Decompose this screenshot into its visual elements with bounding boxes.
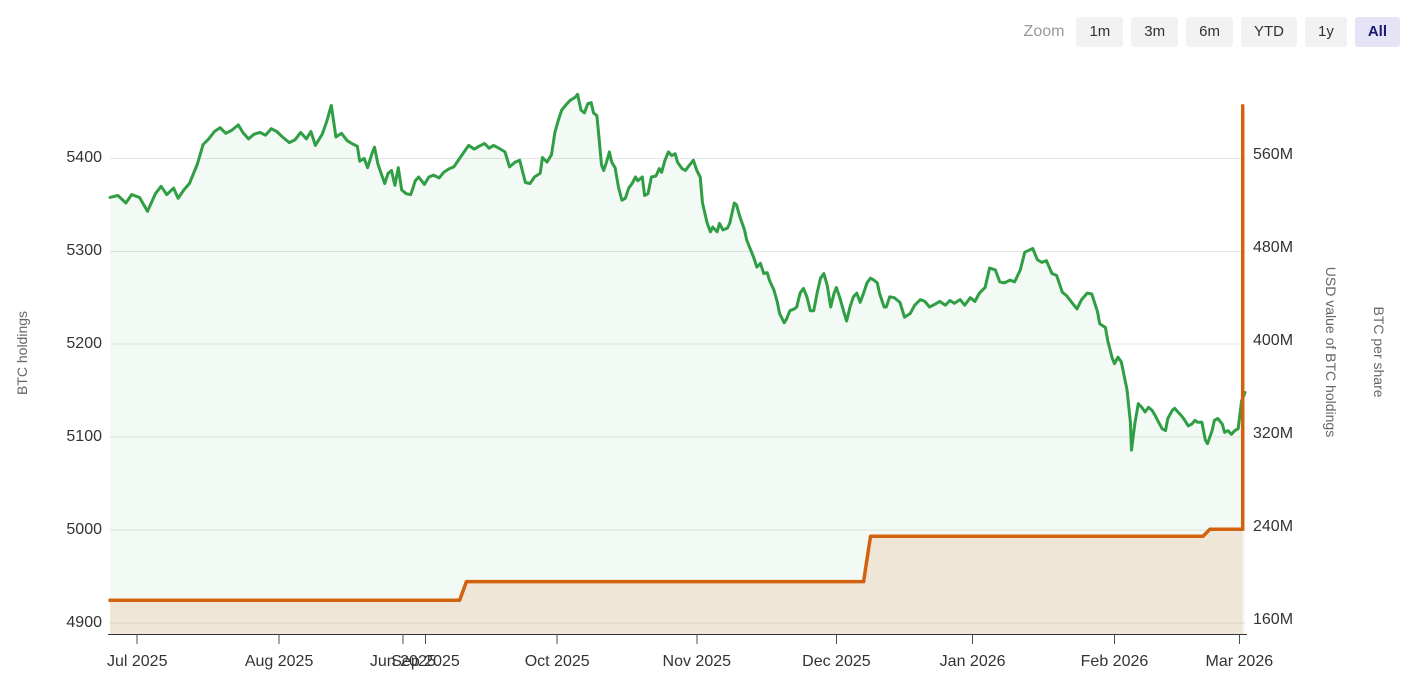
x-axis-label: Jun 2025	[369, 653, 436, 670]
x-axis-label: Oct 2025	[524, 653, 590, 670]
zoom-button-all[interactable]: All	[1354, 17, 1400, 47]
y-axis-title-usd-value: USD value of BTC holdings	[1323, 266, 1339, 438]
zoom-button-1y[interactable]: 1y	[1304, 17, 1347, 47]
zoom-button-ytd[interactable]: YTD	[1240, 17, 1297, 47]
y-axis-label-right: 240M	[1253, 517, 1294, 535]
y-axis-label-left: 5400	[66, 149, 102, 167]
zoom-button-1m[interactable]: 1m	[1076, 17, 1124, 47]
y-axis-label-right: 480M	[1253, 238, 1294, 256]
zoom-controls: Zoom 1m 3m 6m YTD 1y All	[1024, 17, 1400, 47]
x-axis-label: Dec 2025	[802, 653, 871, 670]
x-axis-label: Mar 2026	[1205, 653, 1274, 670]
y-axis-label-right: 160M	[1253, 611, 1294, 629]
x-axis-label: Jan 2026	[939, 653, 1006, 670]
series-line-btc-holdings	[108, 92, 1247, 452]
x-axis-label: Aug 2025	[244, 653, 314, 670]
y-axis-label-left: 4900	[66, 613, 102, 631]
zoom-buttons-group: 1m 3m 6m YTD 1y All	[1076, 17, 1400, 47]
x-axis-label: Feb 2026	[1080, 653, 1149, 670]
y-axis-label-right: 560M	[1253, 145, 1294, 163]
series-area-usd-value	[110, 105, 1243, 634]
series-line-usd-value	[108, 103, 1245, 603]
zoom-button-3m[interactable]: 3m	[1131, 17, 1179, 47]
x-axis-label: Nov 2025	[662, 653, 732, 670]
y-axis-label-left: 5000	[66, 520, 102, 538]
y-axis-label-left: 5300	[66, 242, 102, 260]
x-axis-label: Jul 2025	[106, 653, 168, 670]
y-axis-label-left: 5100	[66, 428, 102, 446]
y-axis-title-btc-holdings: BTC holdings	[14, 310, 30, 396]
series-area-btc-holdings	[110, 94, 1245, 635]
zoom-button-6m[interactable]: 6m	[1186, 17, 1233, 47]
y-axis-label-right: 400M	[1253, 331, 1294, 349]
zoom-range-label: Zoom	[1023, 23, 1065, 40]
y-axis-title-btc-per-share: BTC per share	[1371, 306, 1387, 398]
y-axis-label-right: 320M	[1253, 424, 1294, 442]
x-axis-label: Sep 2025	[391, 653, 460, 670]
y-axis-label-left: 5200	[66, 335, 102, 353]
